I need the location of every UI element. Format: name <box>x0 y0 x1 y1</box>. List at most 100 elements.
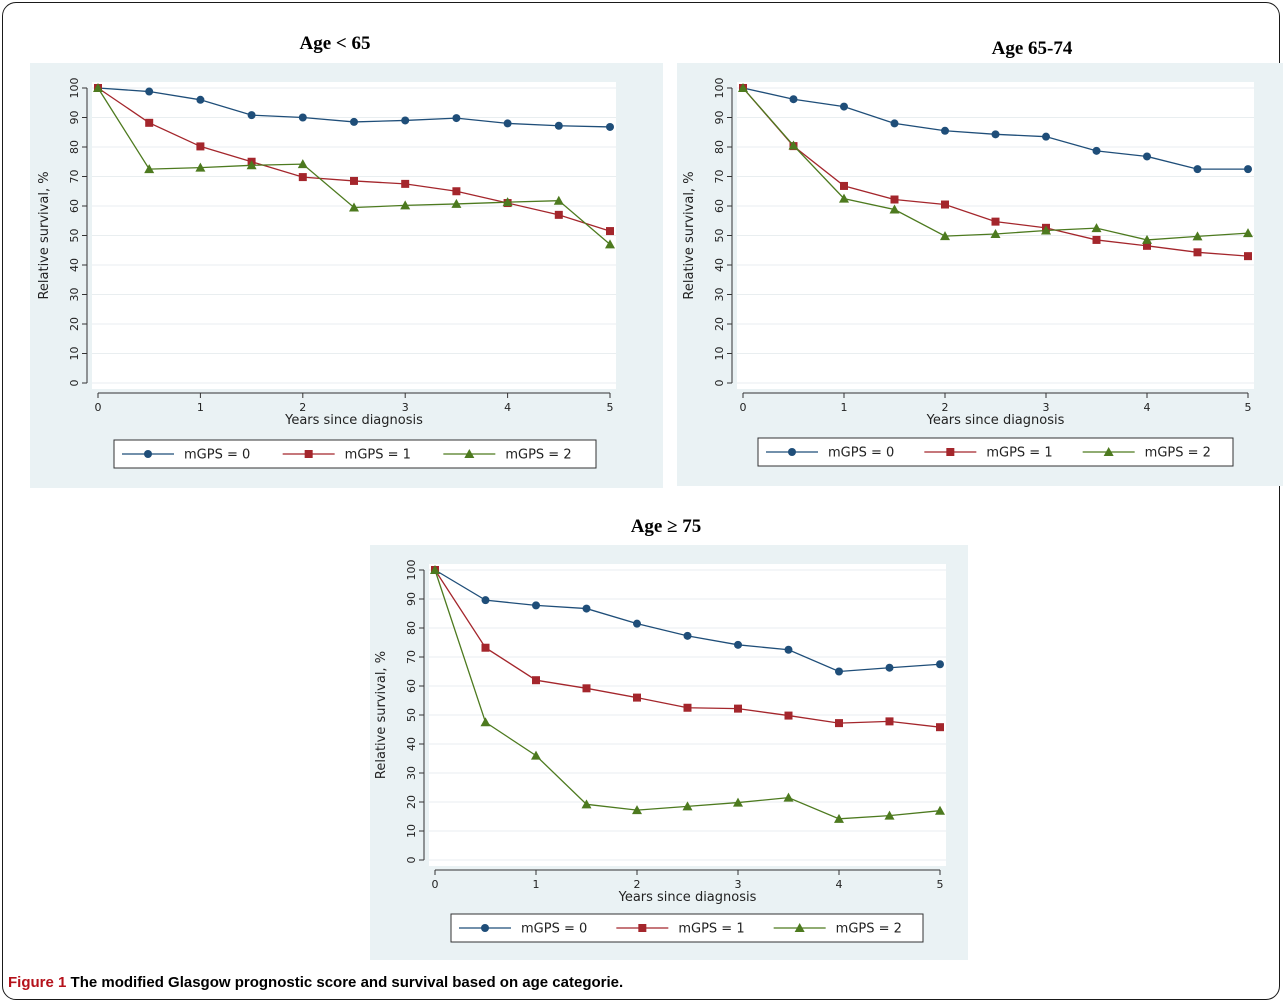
y-axis-label-age-65-74: Relative survival, % <box>682 171 697 299</box>
data-point-age-65-74-mgps-1 <box>1244 252 1252 261</box>
legend-label-age-65-74-mgps-2: mGPS = 2 <box>1145 446 1211 461</box>
data-point-age-75-plus-mgps-0 <box>734 640 742 649</box>
legend-label-age-65-74-mgps-0: mGPS = 0 <box>828 446 894 461</box>
data-point-age-under-65-mgps-2 <box>144 164 155 174</box>
legend-marker-age-under-65-mgps-1 <box>304 450 313 458</box>
data-point-age-under-65-mgps-0 <box>350 117 358 126</box>
data-point-age-75-plus-mgps-2 <box>480 717 491 727</box>
data-point-age-65-74-mgps-2 <box>738 83 748 92</box>
data-point-age-under-65-mgps-0 <box>554 121 563 130</box>
legend-marker-age-75-plus-mgps-1 <box>638 924 647 932</box>
y-axis-label-age-under-65: Relative survival, % <box>37 171 52 299</box>
data-point-age-75-plus-mgps-2 <box>430 565 440 574</box>
figure-caption-text: The modified Glasgow prognostic score an… <box>66 974 624 991</box>
legend-box-age-65-74 <box>757 437 1234 467</box>
x-tick-label-age-under-65: 0 <box>95 401 102 414</box>
data-point-age-75-plus-mgps-0 <box>582 604 591 613</box>
y-tick-label-age-75-plus: 60 <box>405 679 418 693</box>
y-tick-label-age-under-65: 20 <box>68 317 81 331</box>
data-point-age-75-plus-mgps-0 <box>633 619 641 628</box>
x-tick-label-age-65-74: 1 <box>841 401 848 414</box>
data-point-age-75-plus-mgps-0 <box>885 663 894 672</box>
data-point-age-65-74-mgps-0 <box>890 119 899 128</box>
data-point-age-75-plus-mgps-0 <box>835 667 843 676</box>
legend-marker-age-65-74-mgps-1 <box>946 448 955 456</box>
y-tick-label-age-65-74: 30 <box>713 288 726 302</box>
y-tick-label-age-65-74: 40 <box>713 258 726 272</box>
y-tick-label-age-under-65: 60 <box>68 199 81 213</box>
y-tick-label-age-75-plus: 0 <box>405 857 418 864</box>
data-point-age-75-plus-mgps-1 <box>784 711 793 720</box>
figure-caption: Figure 1 The modified Glasgow prognostic… <box>8 974 623 991</box>
y-tick-label-age-65-74: 80 <box>713 140 726 154</box>
data-point-age-75-plus-mgps-1 <box>734 704 742 713</box>
data-point-age-under-65-mgps-0 <box>145 87 154 96</box>
data-point-age-under-65-mgps-2 <box>93 83 103 92</box>
y-tick-label-age-under-65: 10 <box>68 347 81 361</box>
y-tick-label-age-65-74: 20 <box>713 317 726 331</box>
x-tick-label-age-65-74: 5 <box>1245 401 1252 414</box>
legend-marker-age-under-65-mgps-0 <box>144 450 152 458</box>
x-tick-label-age-75-plus: 0 <box>432 878 439 891</box>
data-point-age-65-74-mgps-0 <box>1244 165 1252 174</box>
data-point-age-65-74-mgps-1 <box>840 181 848 190</box>
data-point-age-65-74-mgps-0 <box>840 102 848 111</box>
data-point-age-under-65-mgps-2 <box>553 195 564 205</box>
y-tick-label-age-under-65: 50 <box>68 229 81 243</box>
legend-label-age-75-plus-mgps-0: mGPS = 0 <box>521 922 587 937</box>
y-tick-label-age-under-65: 100 <box>68 78 81 99</box>
data-point-age-65-74-mgps-2 <box>1142 234 1152 244</box>
data-point-age-75-plus-mgps-0 <box>532 601 540 610</box>
y-tick-label-age-75-plus: 70 <box>405 650 418 664</box>
y-tick-label-age-65-74: 10 <box>713 347 726 361</box>
y-tick-label-age-75-plus: 100 <box>405 560 418 581</box>
data-point-age-75-plus-mgps-0 <box>481 596 490 605</box>
y-tick-label-age-under-65: 90 <box>68 111 81 125</box>
y-tick-label-age-75-plus: 50 <box>405 708 418 722</box>
data-point-age-under-65-mgps-2 <box>400 200 411 210</box>
data-point-age-75-plus-mgps-1 <box>936 723 944 732</box>
data-point-age-75-plus-mgps-2 <box>733 797 743 807</box>
y-tick-label-age-75-plus: 20 <box>405 795 418 809</box>
data-point-age-65-74-mgps-0 <box>789 95 798 104</box>
chart-title-age-65-74: Age 65-74 <box>991 38 1073 59</box>
data-point-age-under-65-mgps-1 <box>554 210 563 219</box>
y-axis-label-age-75-plus: Relative survival, % <box>374 651 389 779</box>
data-point-age-75-plus-mgps-2 <box>834 813 844 823</box>
data-point-age-under-65-mgps-2 <box>195 162 206 172</box>
data-point-age-65-74-mgps-2 <box>940 231 950 241</box>
data-point-age-under-65-mgps-1 <box>298 173 307 182</box>
chart-title-age-under-65: Age < 65 <box>299 33 371 54</box>
data-point-age-under-65-mgps-1 <box>196 142 205 151</box>
data-point-age-under-65-mgps-1 <box>606 227 614 236</box>
data-point-age-65-74-mgps-1 <box>941 200 949 209</box>
y-tick-label-age-under-65: 80 <box>68 140 81 154</box>
data-point-age-65-74-mgps-2 <box>788 140 799 150</box>
x-tick-label-age-65-74: 2 <box>942 401 949 414</box>
data-point-age-75-plus-mgps-2 <box>682 801 693 811</box>
x-tick-label-age-65-74: 4 <box>1144 401 1151 414</box>
legend-marker-age-65-74-mgps-0 <box>788 448 796 456</box>
data-point-age-under-65-mgps-2 <box>502 197 513 207</box>
data-point-age-75-plus-mgps-1 <box>683 703 692 712</box>
data-point-age-65-74-mgps-1 <box>890 195 899 204</box>
legend-marker-age-75-plus-mgps-0 <box>481 924 489 932</box>
data-point-age-65-74-mgps-2 <box>889 204 900 214</box>
data-point-age-under-65-mgps-0 <box>606 122 614 131</box>
x-tick-label-age-75-plus: 5 <box>937 878 944 891</box>
data-point-age-65-74-mgps-0 <box>1092 146 1101 155</box>
legend-marker-age-75-plus-mgps-2 <box>794 923 805 932</box>
data-point-age-under-65-mgps-1 <box>145 118 154 127</box>
y-tick-label-age-65-74: 100 <box>713 78 726 99</box>
data-point-age-under-65-mgps-2 <box>451 198 462 208</box>
data-point-age-65-74-mgps-1 <box>991 217 1000 226</box>
y-tick-label-age-under-65: 40 <box>68 258 81 272</box>
data-point-age-65-74-mgps-1 <box>1143 241 1151 250</box>
y-tick-label-age-75-plus: 40 <box>405 737 418 751</box>
data-point-age-65-74-mgps-2 <box>839 193 849 203</box>
data-point-age-under-65-mgps-0 <box>298 113 307 122</box>
data-point-age-65-74-mgps-2 <box>990 229 1001 239</box>
data-point-age-65-74-mgps-0 <box>941 126 949 135</box>
data-point-age-under-65-mgps-0 <box>503 119 512 128</box>
